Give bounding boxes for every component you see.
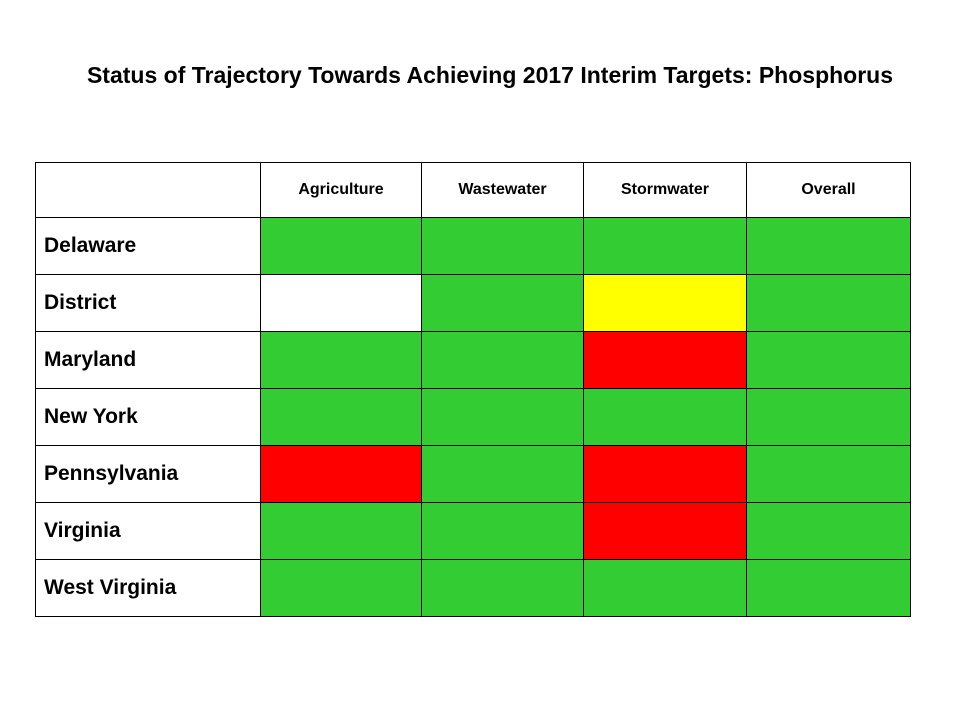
status-cell [260,331,422,389]
status-cell [421,559,584,617]
table-row: Pennsylvania [35,445,911,503]
status-cell [260,502,422,560]
status-cell [583,331,747,389]
table-row: District [35,274,911,332]
status-cell [746,217,911,275]
status-cell [746,502,911,560]
status-cell [746,559,911,617]
row-label: Maryland [35,331,261,389]
status-cell [421,502,584,560]
status-cell [260,217,422,275]
column-header: Agriculture [260,162,422,218]
row-label: West Virginia [35,559,261,617]
row-label: Delaware [35,217,261,275]
status-cell [583,559,747,617]
status-cell [260,559,422,617]
row-label: Pennsylvania [35,445,261,503]
column-header: Wastewater [421,162,584,218]
column-header: Stormwater [583,162,747,218]
row-label: New York [35,388,261,446]
status-cell [421,217,584,275]
status-cell [746,445,911,503]
table-row: Maryland [35,331,911,389]
header-row: Agriculture Wastewater Stormwater Overall [35,162,911,218]
table-body: Delaware District Maryland New York Pennsylv… [35,217,911,617]
status-cell [421,388,584,446]
status-cell [260,274,422,332]
status-cell [583,388,747,446]
row-label: Virginia [35,502,261,560]
status-cell [746,274,911,332]
status-cell [421,331,584,389]
corner-cell [35,162,261,218]
status-cell [746,331,911,389]
table-row: Delaware [35,217,911,275]
table-row: New York [35,388,911,446]
column-header: Overall [746,162,911,218]
status-cell [260,445,422,503]
table-row: West Virginia [35,559,911,617]
status-cell [260,388,422,446]
status-cell [421,445,584,503]
table-row: Virginia [35,502,911,560]
status-table: Agriculture Wastewater Stormwater Overall D… [35,162,911,617]
status-cell [746,388,911,446]
title: Status of Trajectory Towards Achieving 2… [86,62,894,88]
status-cell [583,274,747,332]
status-cell [583,502,747,560]
row-label: District [35,274,261,332]
status-cell [583,445,747,503]
status-cell [583,217,747,275]
status-cell [421,274,584,332]
